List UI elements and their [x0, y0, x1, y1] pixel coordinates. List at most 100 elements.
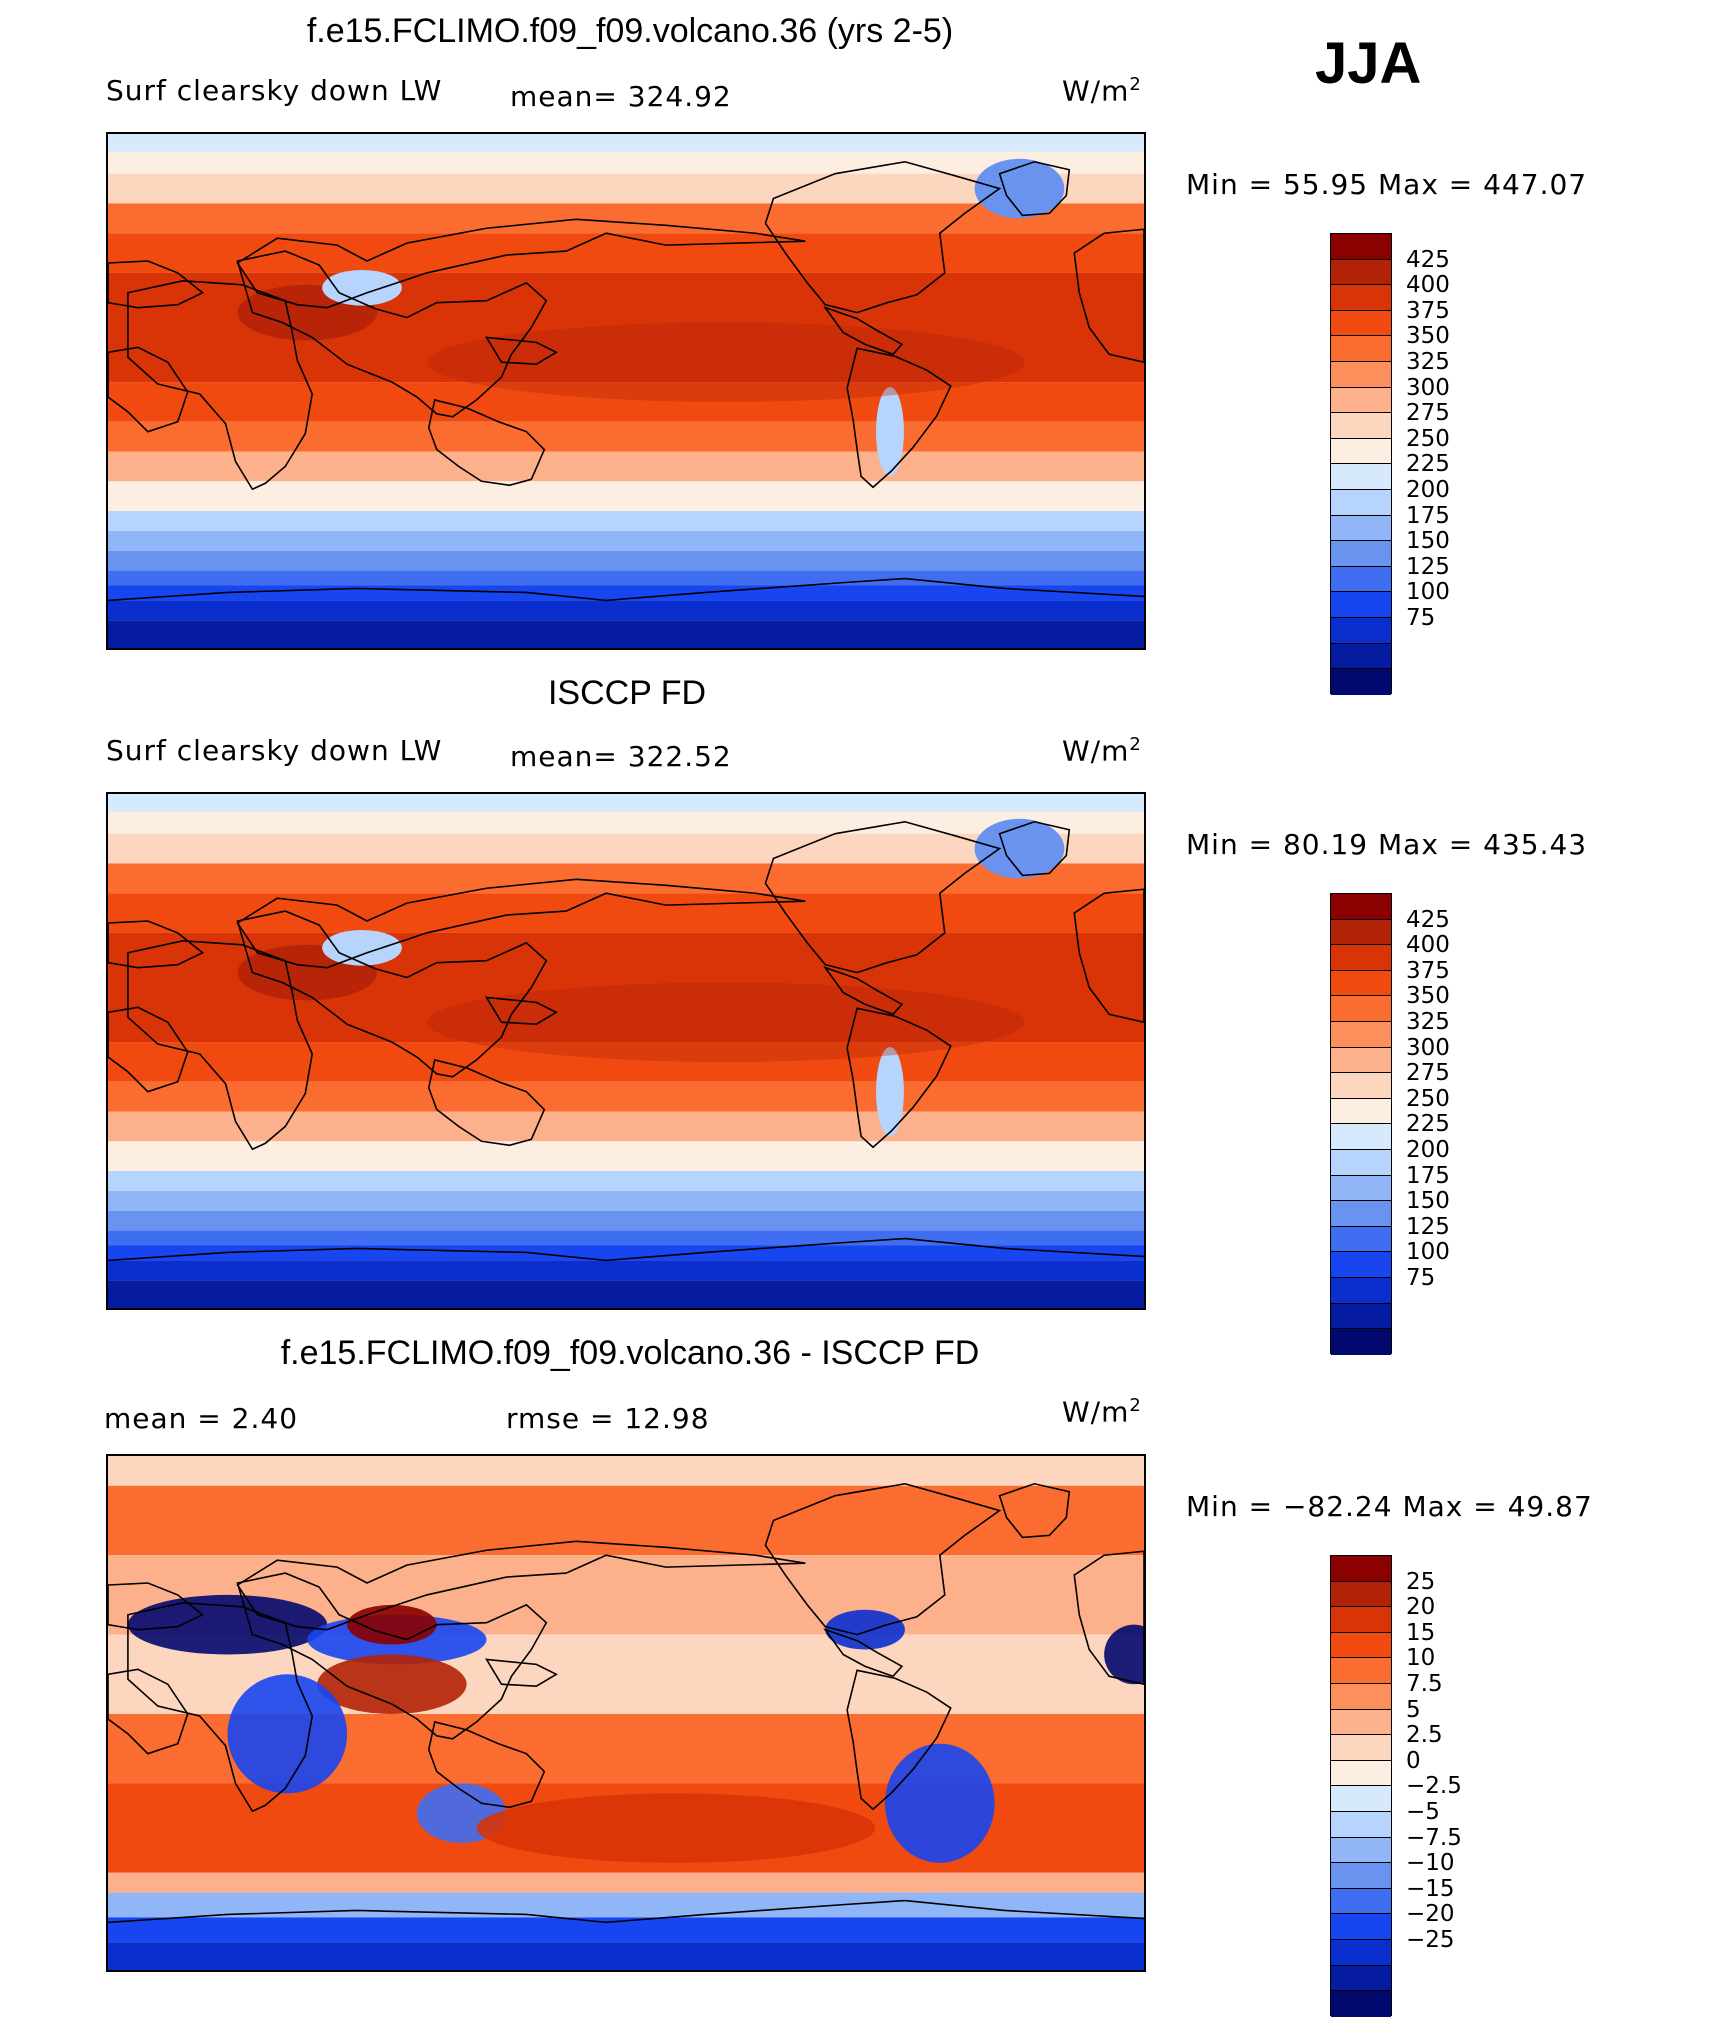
colorbar-swatch: [1331, 592, 1391, 618]
colorbar-swatch: [1331, 1607, 1391, 1633]
panel-1-units: W/m2: [1062, 74, 1142, 108]
colorbar-swatch: [1331, 1863, 1391, 1889]
colorbar-swatch: [1331, 1914, 1391, 1940]
colorbar-tick-label: 75: [1406, 1265, 1436, 1291]
colorbar-tick-label: 350: [1406, 983, 1450, 1010]
colorbar-tick-label: 400: [1406, 932, 1450, 959]
colorbar-swatch: [1331, 1303, 1391, 1330]
panel-1-variable-label: Surf clearsky down LW: [106, 74, 443, 107]
colorbar-tick-label: 325: [1406, 349, 1450, 375]
colorbar-swatch: [1331, 970, 1391, 997]
panel-3-title: f.e15.FCLIMO.f09_f09.volcano.36 - ISCCP …: [280, 1334, 980, 1372]
colorbar-tick-label: 300: [1406, 374, 1450, 401]
colorbar-tick-label: 275: [1406, 1060, 1450, 1087]
colorbar-swatch: [1331, 1658, 1391, 1684]
season-label: JJA: [1315, 31, 1422, 96]
panel-1-map: [106, 132, 1146, 650]
colorbar-tick-label: 7.5: [1406, 1671, 1443, 1697]
colorbar-swatch: [1331, 1760, 1391, 1787]
colorbar-swatch: [1331, 1329, 1391, 1355]
colorbar-swatch: [1331, 1991, 1391, 2017]
colorbar-swatch: [1331, 1811, 1391, 1838]
colorbar-swatch: [1331, 566, 1391, 593]
colorbar-tick-label: 275: [1406, 400, 1450, 427]
colorbar-tick-label: 2.5: [1406, 1722, 1443, 1749]
colorbar-tick-label: 150: [1406, 528, 1450, 555]
colorbar-swatch: [1331, 285, 1391, 311]
panel-2-minmax: Min = 80.19 Max = 435.43: [1186, 828, 1588, 861]
colorbar-swatch: [1331, 1277, 1391, 1304]
colorbar-tick-label: 325: [1406, 1009, 1450, 1035]
colorbar-swatch: [1331, 643, 1391, 670]
colorbar-tick-label: 425: [1406, 906, 1450, 933]
colorbar-swatch: [1331, 617, 1391, 644]
panel-2-variable-label: Surf clearsky down LW: [106, 734, 443, 767]
colorbar-swatch: [1331, 1939, 1391, 1966]
panel-2-map-canvas: [108, 794, 1144, 1308]
colorbar-tick-label: 225: [1406, 1111, 1450, 1138]
panel-2-map: [106, 792, 1146, 1310]
colorbar-tick-label: 200: [1406, 477, 1450, 503]
colorbar-tick-label: 225: [1406, 451, 1450, 478]
colorbar-swatch: [1331, 1098, 1391, 1125]
colorbar-tick-label: 100: [1406, 579, 1450, 606]
colorbar-tick-label: 400: [1406, 272, 1450, 299]
colorbar-swatch: [1331, 541, 1391, 567]
colorbar-tick-label: −10: [1406, 1850, 1455, 1877]
colorbar-swatch: [1331, 669, 1391, 695]
panel-1-minmax: Min = 55.95 Max = 447.07: [1186, 168, 1588, 201]
colorbar-swatch: [1331, 1021, 1391, 1048]
colorbar-swatch: [1331, 1124, 1391, 1150]
colorbar-tick-label: 375: [1406, 957, 1450, 984]
colorbar-tick-label: 350: [1406, 323, 1450, 350]
colorbar-swatch: [1331, 1073, 1391, 1099]
colorbar-swatch: [1331, 259, 1391, 286]
panel-3-map-canvas: [108, 1456, 1144, 1970]
colorbar-tick-label: −5: [1406, 1799, 1440, 1825]
colorbar-tick-label: 150: [1406, 1188, 1450, 1215]
colorbar-swatch: [1331, 413, 1391, 439]
colorbar-swatch: [1331, 1175, 1391, 1202]
colorbar-tick-label: −15: [1406, 1875, 1455, 1902]
panel-1-map-canvas: [108, 134, 1144, 648]
colorbar-swatch: [1331, 1632, 1391, 1659]
panel-2-colorbar: [1330, 893, 1392, 1355]
colorbar-swatch: [1331, 1837, 1391, 1864]
colorbar-tick-label: 0: [1406, 1747, 1421, 1774]
colorbar-tick-label: 125: [1406, 1213, 1450, 1240]
panel-3-rmse-label: rmse = 12.98: [506, 1402, 710, 1435]
colorbar-tick-label: −2.5: [1406, 1773, 1462, 1800]
panel-2-mean-label: mean= 322.52: [510, 740, 732, 773]
colorbar-swatch: [1331, 1047, 1391, 1074]
colorbar-tick-label: 300: [1406, 1034, 1450, 1061]
colorbar-tick-label: 250: [1406, 1085, 1450, 1112]
colorbar-swatch: [1331, 1965, 1391, 1992]
colorbar-tick-label: 5: [1406, 1696, 1421, 1723]
panel-1-colorbar: [1330, 233, 1392, 695]
colorbar-tick-label: 20: [1406, 1594, 1436, 1621]
colorbar-swatch: [1331, 336, 1391, 362]
colorbar-swatch: [1331, 894, 1391, 920]
colorbar-swatch: [1331, 361, 1391, 388]
colorbar-tick-label: −20: [1406, 1901, 1455, 1928]
colorbar-tick-label: 250: [1406, 425, 1450, 452]
colorbar-swatch: [1331, 1149, 1391, 1176]
colorbar-swatch: [1331, 438, 1391, 465]
panel-3-colorbar: [1330, 1555, 1392, 2017]
panel-3-minmax: Min = −82.24 Max = 49.87: [1186, 1490, 1593, 1523]
colorbar-swatch: [1331, 1556, 1391, 1582]
colorbar-tick-label: 175: [1406, 502, 1450, 529]
colorbar-swatch: [1331, 1786, 1391, 1812]
panel-2-title: ISCCP FD: [547, 674, 707, 712]
panel-3-mean-label: mean = 2.40: [104, 1402, 299, 1435]
colorbar-tick-label: 425: [1406, 246, 1450, 273]
colorbar-tick-label: −25: [1406, 1927, 1455, 1953]
colorbar-swatch: [1331, 1581, 1391, 1608]
colorbar-tick-label: 375: [1406, 297, 1450, 324]
colorbar-swatch: [1331, 945, 1391, 971]
colorbar-swatch: [1331, 1201, 1391, 1227]
panel-3-units: W/m2: [1062, 1395, 1142, 1429]
colorbar-swatch: [1331, 515, 1391, 542]
panel-1-mean-label: mean= 324.92: [510, 80, 732, 113]
panel-1-title: f.e15.FCLIMO.f09_f09.volcano.36 (yrs 2-5…: [306, 12, 954, 50]
